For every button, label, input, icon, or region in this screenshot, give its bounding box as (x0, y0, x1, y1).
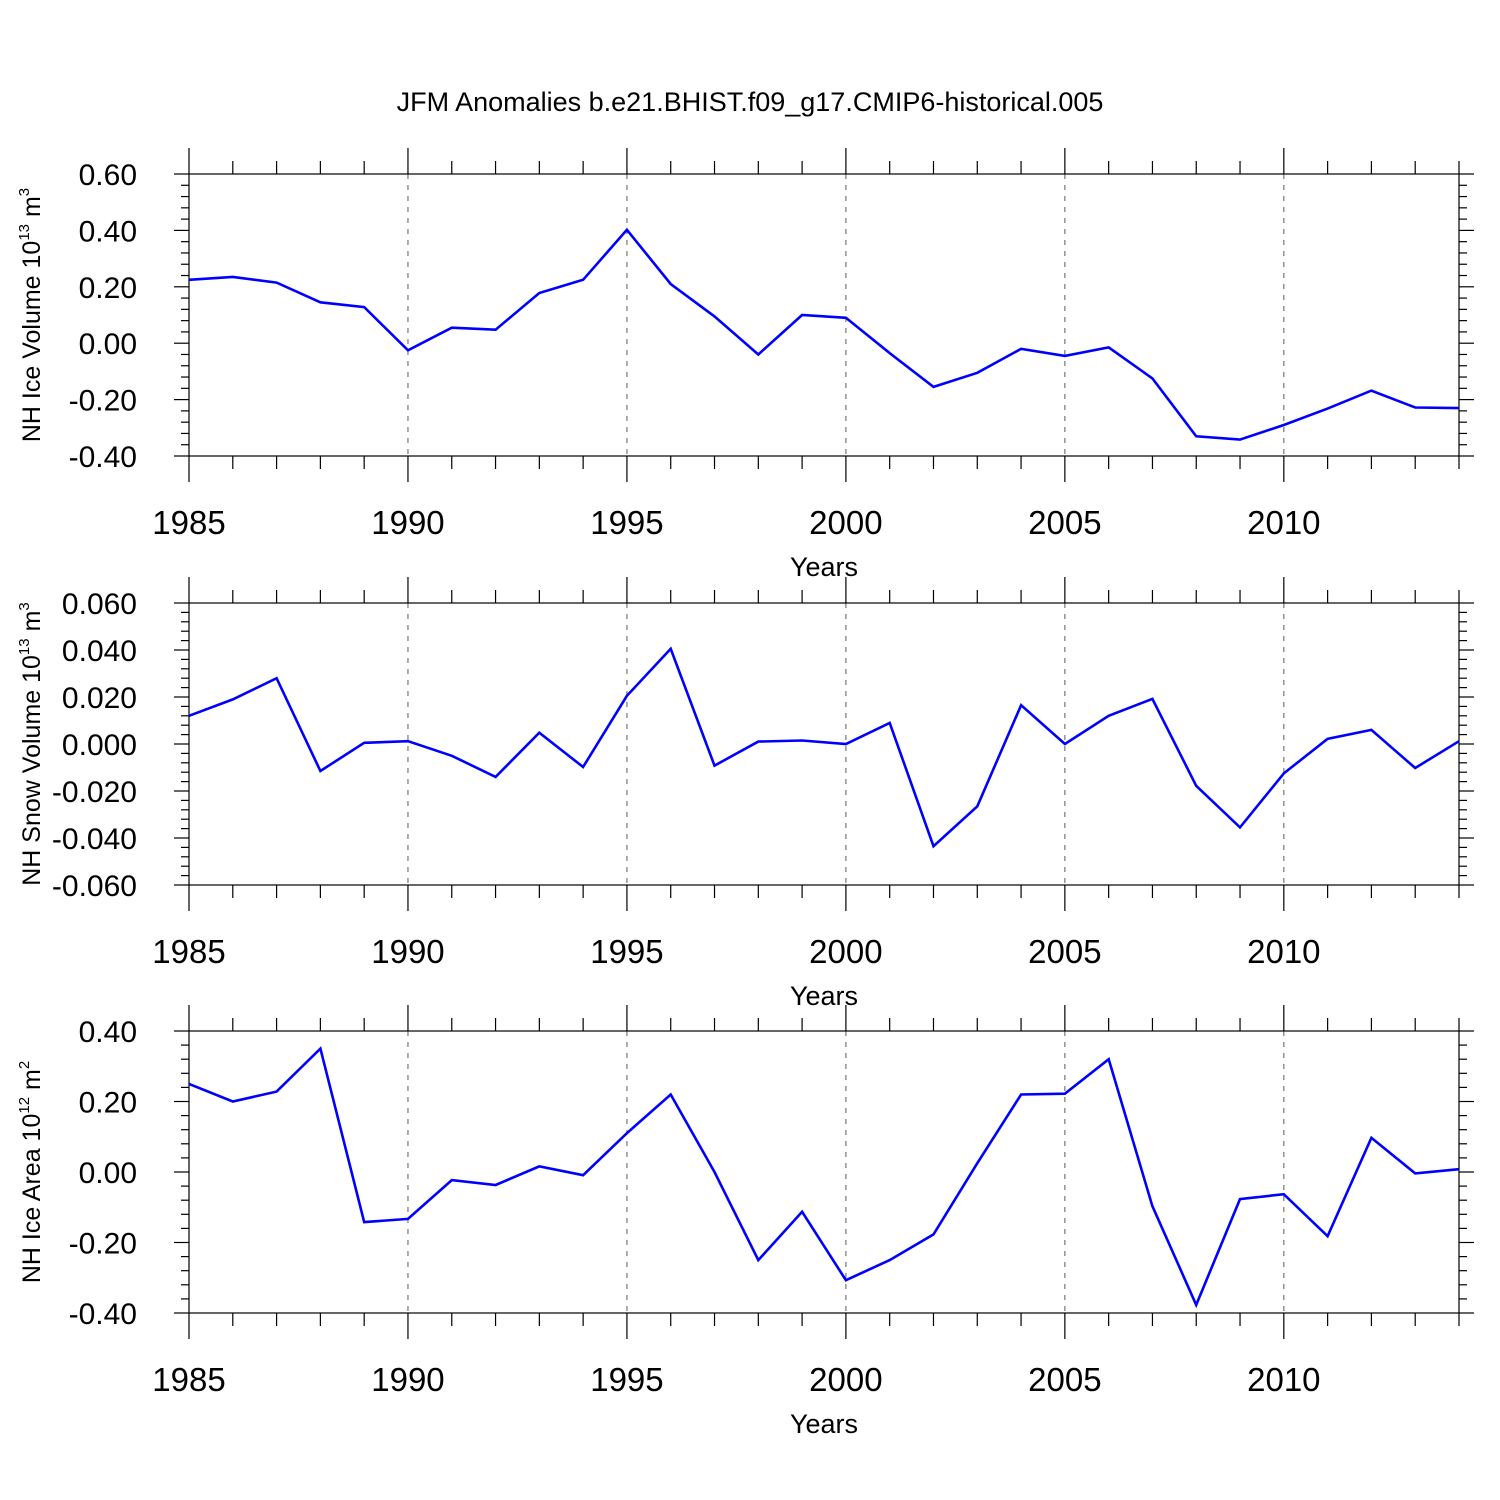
y-tick-label: 0.00 (79, 1157, 137, 1190)
y-tick-label: 0.20 (79, 272, 137, 305)
panel-ice-area: -0.40 -0.20 0.00 0.20 0.40 1985 1990 1995 2000 2… (16, 1005, 1474, 1439)
y-axis-label: NH Snow Volume 1013 m3 (16, 602, 46, 886)
y-tick-label: 0.040 (62, 635, 137, 668)
y-tick-label: -0.020 (52, 776, 137, 809)
y-tick-label: 0.20 (79, 1087, 137, 1120)
x-tick-label: 1985 (152, 1361, 225, 1398)
x-axis-label: Years (790, 552, 858, 582)
x-axis-label: Years (790, 981, 858, 1011)
plot-frame (188, 602, 1460, 886)
x-tick-label: 2010 (1247, 504, 1320, 541)
x-tick-label: 1990 (371, 504, 444, 541)
y-tick-label: -0.20 (69, 385, 137, 418)
x-tick-label: 2010 (1247, 933, 1320, 970)
y-tick-label: -0.20 (69, 1228, 137, 1261)
x-tick-label: 2000 (809, 504, 882, 541)
y-tick-label: -0.40 (69, 441, 137, 474)
x-axis-label: Years (790, 1409, 858, 1439)
y-tick-label: 0.060 (62, 588, 137, 621)
panel-snow-volume: -0.060 -0.040 -0.020 0.000 0.020 0.040 0.060 1… (16, 577, 1474, 1011)
y-tick-label: -0.40 (69, 1298, 137, 1331)
y-tick-label: 0.60 (79, 159, 137, 192)
y-tick-label: 0.000 (62, 729, 137, 762)
plot-frame (188, 1030, 1460, 1314)
x-tick-label: 1990 (371, 1361, 444, 1398)
y-tick-label: 0.00 (79, 328, 137, 361)
y-tick-label: 0.020 (62, 682, 137, 715)
chart-title: JFM Anomalies b.e21.BHIST.f09_g17.CMIP6-… (397, 87, 1104, 117)
x-tick-label: 2005 (1028, 933, 1101, 970)
y-tick-label: 0.40 (79, 215, 137, 248)
x-tick-label: 2005 (1028, 1361, 1101, 1398)
y-tick-label: 0.40 (79, 1016, 137, 1049)
x-tick-label: 1985 (152, 933, 225, 970)
x-tick-label: 2010 (1247, 1361, 1320, 1398)
x-tick-label: 1995 (590, 1361, 663, 1398)
x-tick-label: 2000 (809, 1361, 882, 1398)
series-line (188, 227, 1460, 441)
y-axis-label: NH Ice Area 1012 m2 (16, 1061, 46, 1283)
x-tick-label: 1995 (590, 504, 663, 541)
x-tick-label: 2005 (1028, 504, 1101, 541)
plot-frame (188, 173, 1460, 457)
series-line (188, 646, 1460, 849)
x-tick-label: 1995 (590, 933, 663, 970)
panel-ice-volume: -0.40 -0.20 0.00 0.20 0.40 0.60 1985 1990 1995 2… (16, 148, 1474, 582)
y-tick-label: -0.040 (52, 823, 137, 856)
series-line (188, 1046, 1460, 1309)
x-tick-label: 2000 (809, 933, 882, 970)
y-axis-label: NH Ice Volume 1013 m3 (16, 188, 46, 442)
y-tick-label: -0.060 (52, 870, 137, 903)
x-tick-label: 1985 (152, 504, 225, 541)
x-tick-label: 1990 (371, 933, 444, 970)
